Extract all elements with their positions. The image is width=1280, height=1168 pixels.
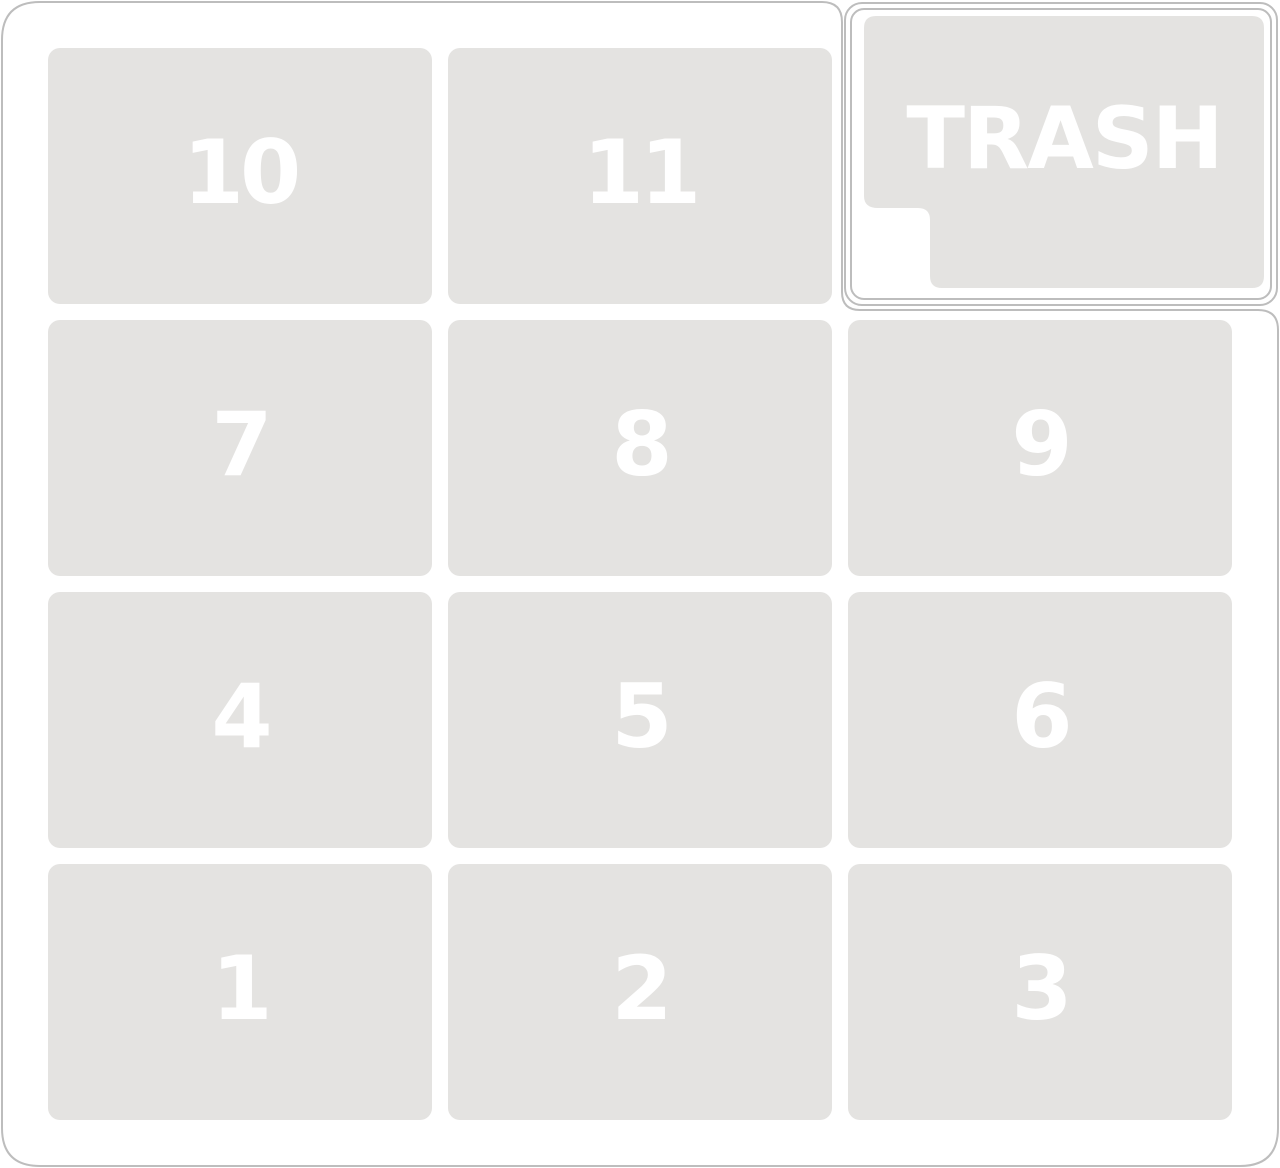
key-11[interactable]: 11	[448, 48, 832, 304]
key-9[interactable]: 9	[848, 320, 1232, 576]
key-5[interactable]: 5	[448, 592, 832, 848]
key-label: 4	[211, 673, 268, 761]
key-8[interactable]: 8	[448, 320, 832, 576]
key-10[interactable]: 10	[48, 48, 432, 304]
key-label: 1	[211, 945, 268, 1033]
key-label: 3	[1011, 945, 1068, 1033]
key-label: 8	[611, 401, 668, 489]
key-7[interactable]: 7	[48, 320, 432, 576]
key-2[interactable]: 2	[448, 864, 832, 1120]
key-label: 10	[183, 129, 297, 217]
key-4[interactable]: 4	[48, 592, 432, 848]
key-label: 2	[611, 945, 668, 1033]
key-label: 11	[583, 129, 697, 217]
key-3[interactable]: 3	[848, 864, 1232, 1120]
key-label: 6	[1011, 673, 1068, 761]
key-1[interactable]: 1	[48, 864, 432, 1120]
trash-label: TRASH	[864, 96, 1264, 182]
key-6[interactable]: 6	[848, 592, 1232, 848]
key-label: 5	[611, 673, 668, 761]
key-label: 9	[1011, 401, 1068, 489]
key-label: 7	[211, 401, 268, 489]
